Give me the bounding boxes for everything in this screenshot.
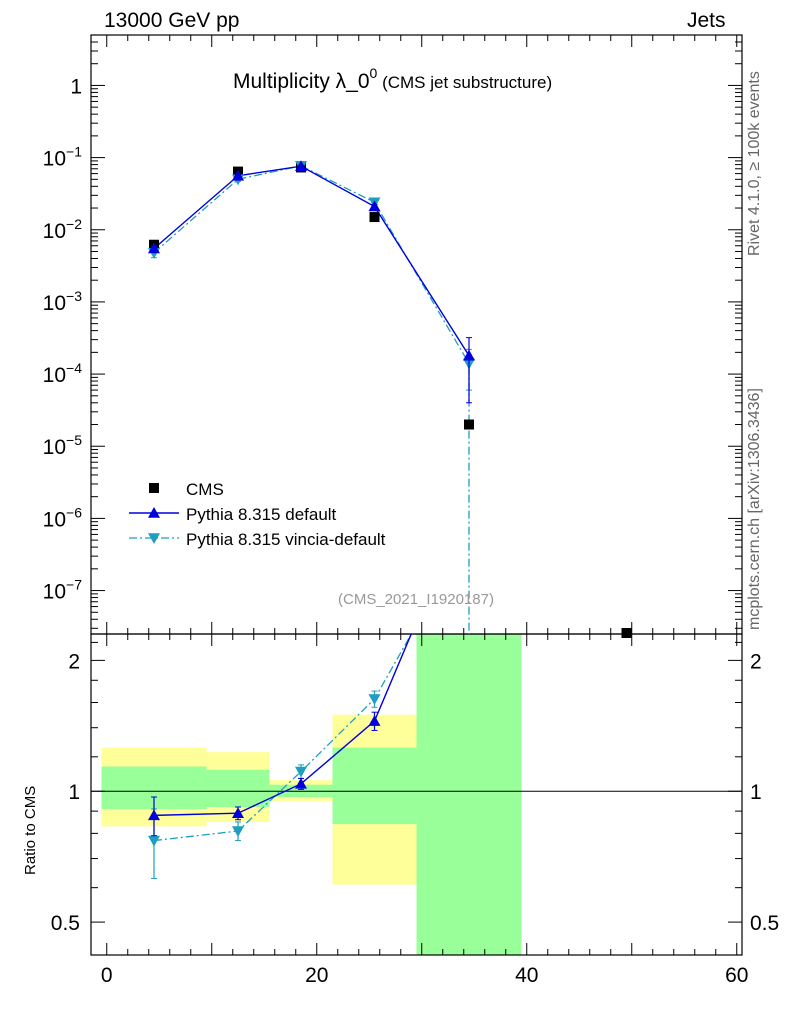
ratio-plot-frame <box>90 633 743 956</box>
legend-label-cms: CMS <box>186 480 224 499</box>
ratio-point-default <box>148 809 160 821</box>
data-point-default <box>232 169 244 181</box>
ratio-point-vincia <box>148 835 160 847</box>
data-point-cms <box>464 419 474 430</box>
ratio-y-tick-label: 0.5 <box>51 912 80 935</box>
ratio-y-tick-label-right: 1 <box>750 781 762 804</box>
y-tick-label: 10−6 <box>43 504 83 531</box>
y-tick-label: 10−5 <box>43 432 83 459</box>
y-tick-label: 10−4 <box>43 360 83 387</box>
uncertainty-band-stat-1 <box>206 769 270 807</box>
chart-title: Multiplicity λ_00 (CMS jet substructure) <box>233 65 552 93</box>
legend-marker-cms <box>149 483 159 493</box>
ratio-point-default <box>232 807 244 819</box>
x-tick-label: 40 <box>515 964 538 987</box>
ratio-point-vincia <box>232 826 244 838</box>
uncertainty-band-stat-4 <box>416 634 522 955</box>
legend-marker-default <box>148 507 160 518</box>
header-right: Jets <box>687 9 726 32</box>
ratio-y-tick-label-right: 0.5 <box>750 912 779 935</box>
x-tick-label: 20 <box>305 964 328 987</box>
x-tick-label: 60 <box>725 964 748 987</box>
ratio-point-vincia <box>368 694 381 706</box>
x-tick-label: 0 <box>101 964 113 987</box>
ratio-point-default <box>295 777 307 789</box>
ratio-y-tick-label: 2 <box>68 650 80 673</box>
y-tick-label: 10−7 <box>43 577 83 604</box>
y-tick-label: 10−1 <box>43 144 83 171</box>
data-point-default <box>148 242 160 254</box>
header-left: 13000 GeV pp <box>104 9 240 32</box>
uncertainty-band-stat-3 <box>332 747 417 825</box>
data-point-default <box>368 200 381 212</box>
series-line-vincia <box>153 165 470 634</box>
y-tick-label: 10−3 <box>43 288 83 315</box>
data-point-cms <box>621 628 632 638</box>
legend-label-default: Pythia 8.315 default <box>186 505 337 524</box>
series-line-default <box>153 165 470 357</box>
analysis-watermark: (CMS_2021_I1920187) <box>338 591 494 608</box>
data-point-default <box>295 160 307 171</box>
data-point-default <box>463 349 475 361</box>
y-tick-label: 1 <box>70 75 82 98</box>
legend-label-vincia: Pythia 8.315 vincia-default <box>186 530 386 549</box>
y-tick-label: 10−2 <box>43 216 83 243</box>
legend-marker-vincia <box>148 533 160 544</box>
ratio-y-tick-label: 1 <box>68 781 80 804</box>
ratio-y-tick-label-right: 2 <box>750 650 762 673</box>
data-point-cms <box>369 212 380 223</box>
ratio-point-vincia <box>295 766 307 778</box>
ratio-point-default <box>368 715 381 726</box>
